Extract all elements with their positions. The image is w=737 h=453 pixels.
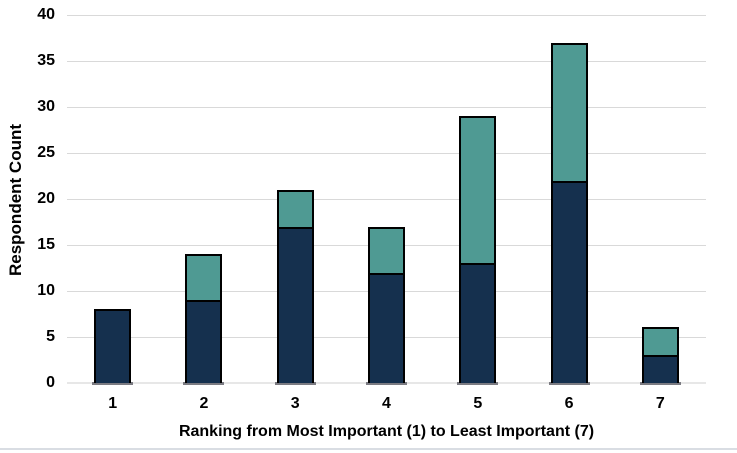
bar-shadow-1	[92, 382, 134, 385]
bar-6-bottom-navy-segment	[550, 181, 588, 383]
y-tick-label-30: 30	[37, 98, 55, 115]
bar-1-bottom-navy-segment	[94, 309, 132, 383]
bar-shadow-4	[366, 382, 407, 385]
bottom-border-line	[0, 448, 737, 450]
bar-shadow-3	[274, 382, 316, 385]
plot-area	[67, 14, 706, 385]
bar-2-top-teal-segment	[185, 254, 223, 302]
y-tick-label-0: 0	[46, 374, 55, 391]
x-tick-label-6: 6	[564, 395, 574, 412]
x-tick-label-4: 4	[382, 395, 391, 412]
bar-7-bottom-navy-segment	[641, 355, 679, 383]
bar-shadow-2	[183, 382, 225, 385]
gridline-40	[67, 14, 706, 16]
bar-7-top-teal-segment	[641, 327, 679, 357]
bar-3-top-teal-segment	[276, 190, 314, 229]
bar-shadow-7	[639, 382, 681, 385]
gridline-30	[67, 106, 706, 108]
bar-5-top-teal-segment	[459, 116, 497, 265]
y-tick-label-40: 40	[37, 6, 55, 23]
y-tick-label-10: 10	[37, 282, 55, 299]
x-axis-title: Ranking from Most Important (1) to Least…	[178, 423, 595, 440]
y-tick-label-35: 35	[37, 52, 55, 69]
y-tick-label-25: 25	[37, 144, 55, 161]
bar-4-top-teal-segment	[368, 227, 405, 275]
bar-3-bottom-navy-segment	[276, 227, 314, 383]
gridline-35	[67, 60, 706, 62]
y-tick-label-15: 15	[37, 236, 55, 253]
bar-shadow-6	[548, 382, 590, 385]
bar-6-top-teal-segment	[550, 43, 588, 183]
x-tick-label-5: 5	[473, 395, 483, 412]
bar-2-bottom-navy-segment	[185, 300, 223, 383]
gridline-20	[67, 198, 706, 200]
y-tick-label-20: 20	[37, 190, 55, 207]
gridline-25	[67, 152, 706, 154]
x-tick-label-7: 7	[655, 395, 665, 412]
bar-shadow-5	[457, 382, 499, 385]
y-tick-label-5: 5	[46, 328, 55, 345]
x-tick-label-1: 1	[108, 395, 118, 412]
bar-4-bottom-navy-segment	[368, 273, 405, 383]
x-tick-label-3: 3	[290, 395, 300, 412]
x-tick-label-2: 2	[199, 395, 209, 412]
bar-5-bottom-navy-segment	[459, 263, 497, 383]
